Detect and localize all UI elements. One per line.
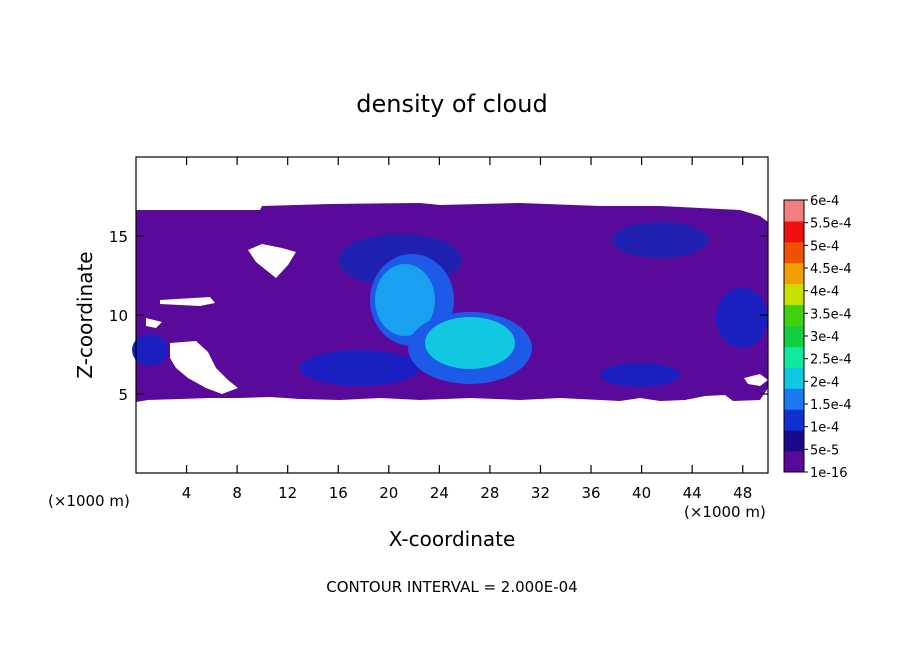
x-tick-label: 24: [430, 484, 449, 502]
colorbar-label: 6e-4: [810, 194, 839, 209]
x-unit-label: (×1000 m): [684, 503, 766, 521]
x-tick-label: 12: [278, 484, 297, 502]
field-level-5e-5-lower: [300, 350, 420, 386]
x-tick-label: 28: [480, 484, 499, 502]
colorbar-label: 2.5e-4: [810, 353, 852, 368]
colorbar-label: 1.5e-4: [810, 398, 852, 413]
y-axis-label: Z-coordinate: [73, 251, 97, 378]
colorbar-label: 5e-4: [810, 239, 839, 254]
x-tick-label: 16: [329, 484, 348, 502]
z-unit-label: (×1000 m): [48, 492, 130, 510]
colorbar-label: 1e-16: [810, 466, 848, 481]
x-tick-labels: 4 8 12 16 20 24 28 32 36 40 44 48: [182, 484, 752, 502]
x-tick-label: 32: [531, 484, 550, 502]
x-tick-label: 8: [232, 484, 242, 502]
x-tick-label: 36: [581, 484, 600, 502]
colorbar-swatch: [784, 200, 804, 222]
x-tick-label: 4: [182, 484, 192, 502]
colorbar-swatch: [784, 220, 804, 243]
colorbar: 1e-16 5e-5 1e-4 1.5e-4 2e-4 2.5e-4 3e-4 3.5e-4 4…: [783, 194, 852, 481]
field-level-5e-5-right: [612, 222, 708, 258]
colorbar-label: 3.5e-4: [810, 307, 852, 322]
field-level-1.5e-4: [375, 264, 435, 336]
colorbar-label: 1e-4: [810, 421, 839, 436]
x-tick-label: 44: [683, 484, 702, 502]
field-gap-lower: [170, 341, 238, 394]
field-level-5e-5-left: [132, 334, 168, 366]
field-gap-upper: [248, 244, 296, 278]
field-gap-mid: [160, 297, 215, 306]
colorbar-swatch: [784, 241, 804, 264]
colorbar-swatch: [784, 304, 804, 327]
colorbar-label: 5.5e-4: [810, 217, 852, 232]
y-tick-label: 5: [118, 386, 128, 404]
x-axis-label: X-coordinate: [389, 527, 516, 551]
y-tick-label: 15: [109, 228, 128, 246]
colorbar-swatch: [784, 430, 804, 452]
x-tick-label: 40: [632, 484, 651, 502]
colorbar-label: 2e-4: [810, 375, 839, 390]
axis-ticks: [136, 157, 768, 473]
field-level-5e-5-edge: [716, 288, 768, 348]
y-tick-labels: 5 10 15: [109, 228, 128, 404]
plot-area: [132, 156, 769, 474]
colorbar-label: 3e-4: [810, 330, 839, 345]
field-gap-right: [744, 374, 768, 386]
colorbar-swatch: [784, 325, 804, 347]
colorbar-label: 4.5e-4: [810, 262, 852, 277]
colorbar-swatch: [784, 346, 804, 368]
colorbar-label: 5e-5: [810, 443, 839, 458]
colorbar-swatch: [784, 283, 804, 306]
field-level-5e-5-lowright: [600, 363, 680, 387]
colorbar-label: 4e-4: [810, 285, 839, 300]
cloud-density-field: [132, 203, 768, 402]
x-tick-label: 48: [733, 484, 752, 502]
y-tick-label: 10: [109, 307, 128, 325]
chart-title: density of cloud: [356, 90, 547, 118]
x-tick-label: 20: [379, 484, 398, 502]
field-gap-left: [146, 318, 162, 328]
colorbar-swatch: [784, 451, 804, 473]
contour-interval-note: CONTOUR INTERVAL = 2.000E-04: [326, 578, 577, 596]
colorbar-swatch: [784, 409, 804, 431]
colorbar-swatch: [784, 367, 804, 389]
colorbar-swatch: [784, 262, 804, 285]
field-level-2e-4: [425, 317, 515, 369]
colorbar-swatch: [784, 388, 804, 410]
